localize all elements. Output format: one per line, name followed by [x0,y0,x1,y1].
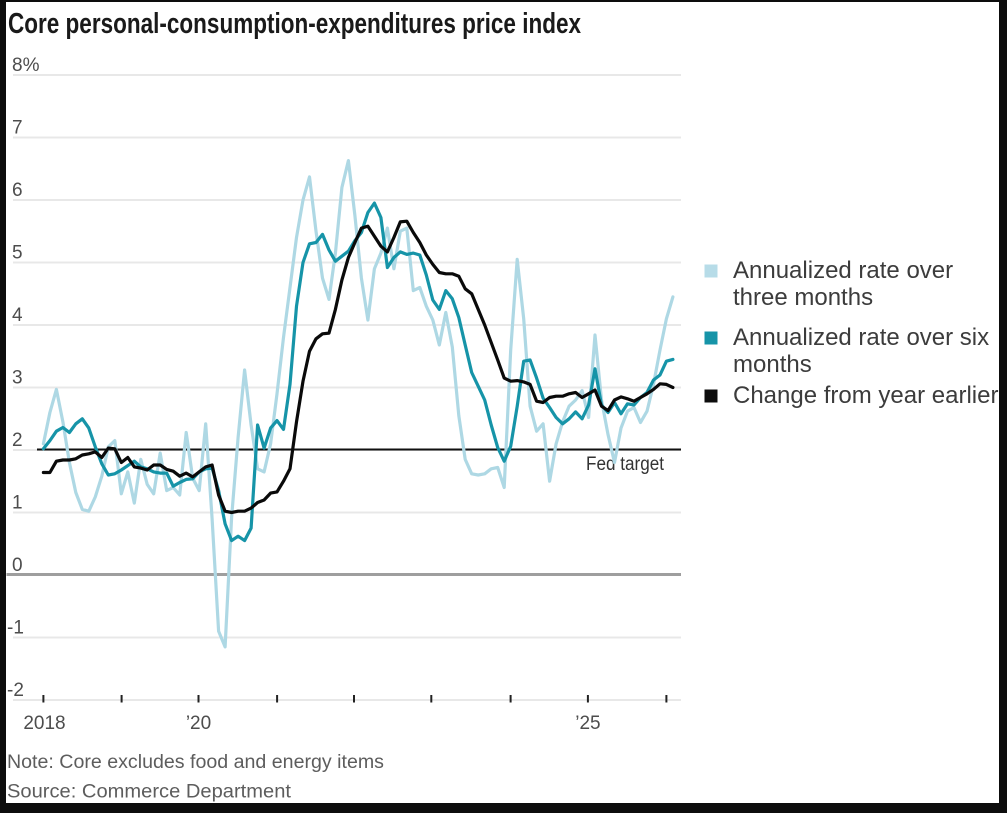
svg-text:1: 1 [12,493,23,514]
svg-text:’25: ’25 [575,713,600,734]
svg-text:Fed target: Fed target [586,454,665,475]
svg-text:0: 0 [12,555,23,576]
svg-text:Annualized rate over six: Annualized rate over six [733,324,989,351]
svg-text:’20: ’20 [186,713,211,734]
svg-text:Core personal-consumption-expe: Core personal-consumption-expenditures p… [8,8,581,40]
svg-text:Note: Core excludes food and e: Note: Core excludes food and energy item… [7,752,384,773]
svg-text:5: 5 [12,243,23,264]
svg-text:months: months [733,351,812,378]
svg-text:6: 6 [12,180,23,201]
svg-text:Source: Commerce Department: Source: Commerce Department [7,782,292,803]
svg-text:-2: -2 [7,680,24,701]
svg-text:three months: three months [733,284,873,311]
svg-text:8%: 8% [12,55,40,76]
svg-text:3: 3 [12,368,23,389]
svg-text:2: 2 [12,430,23,451]
svg-text:2018: 2018 [23,713,65,734]
svg-text:-1: -1 [7,618,24,639]
svg-text:Annualized rate over: Annualized rate over [733,257,953,284]
svg-text:7: 7 [12,118,23,139]
svg-text:4: 4 [12,305,23,326]
svg-text:Change from year earlier: Change from year earlier [733,382,998,409]
